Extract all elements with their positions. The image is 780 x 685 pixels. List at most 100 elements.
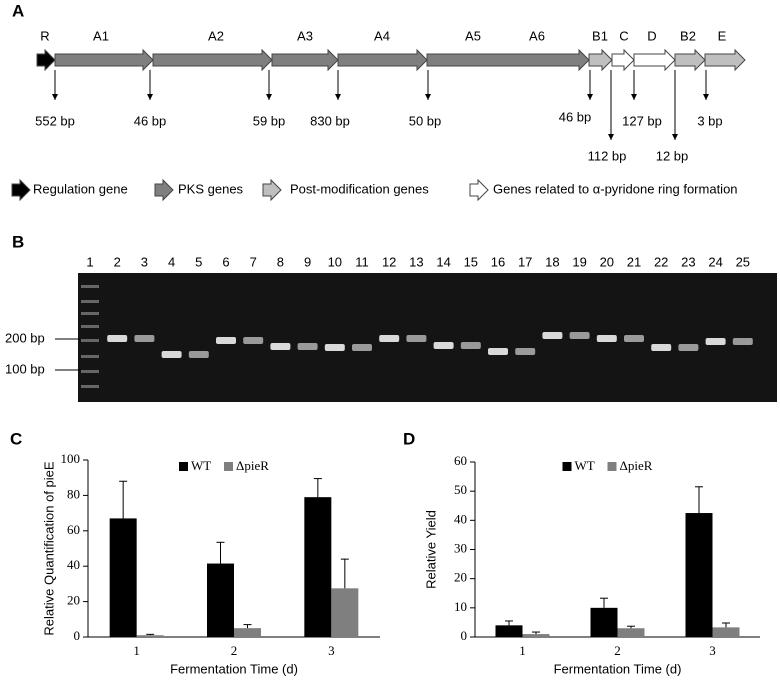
lane-label: 10 <box>328 254 342 269</box>
gel-band <box>732 338 753 345</box>
legend-label: ΔpieR <box>236 458 269 473</box>
ladder-band <box>81 312 99 315</box>
gene-label: A4 <box>374 28 390 43</box>
lane-label: 13 <box>409 254 423 269</box>
gene-label: A3 <box>297 28 313 43</box>
y-tick-label: 40 <box>67 557 80 572</box>
bar <box>495 625 523 637</box>
bar <box>136 635 164 637</box>
legend-arrow <box>262 178 282 202</box>
intergenic-label: 552 bp <box>35 113 75 128</box>
lane-label: 19 <box>572 254 586 269</box>
intergenic-label: 830 bp <box>310 113 350 128</box>
pointer-head <box>587 94 593 100</box>
y-tick-label: 50 <box>454 482 467 497</box>
ladder-band <box>81 325 99 328</box>
bar <box>331 588 359 637</box>
lane-label: 25 <box>736 254 750 269</box>
intergenic-label: 112 bp <box>588 148 627 163</box>
legend-label: PKS genes <box>178 181 244 196</box>
x-axis-label: Fermentation Time (d) <box>170 661 298 676</box>
lane-label: 4 <box>168 254 175 269</box>
gel-band <box>270 343 291 350</box>
legend-label: WT <box>191 458 211 473</box>
gene-label: A6 <box>529 28 545 43</box>
intergenic-label: 46 bp <box>559 109 592 124</box>
legend-label: Regulation gene <box>33 181 128 196</box>
y-axis-label: Relative Yield <box>423 510 438 589</box>
bar <box>522 634 550 637</box>
bar <box>685 513 713 637</box>
y-tick-label: 30 <box>454 540 467 555</box>
ladder-band <box>81 300 99 303</box>
intergenic-label: 59 bp <box>253 113 286 128</box>
intergenic-label: 12 bp <box>656 148 689 163</box>
bar <box>207 563 234 637</box>
gel-band <box>678 344 699 351</box>
panel-label: C <box>10 429 22 448</box>
gel-band <box>216 337 236 344</box>
x-tick-label: 1 <box>133 643 140 658</box>
panel-label: D <box>403 429 415 448</box>
lane-label: 15 <box>464 254 478 269</box>
gene-label: A5 <box>465 28 481 43</box>
y-tick-label: 60 <box>454 453 467 468</box>
pointer-head <box>672 134 678 140</box>
pointer-head <box>266 94 272 100</box>
y-tick-label: 20 <box>67 593 80 608</box>
gene-label: C <box>619 28 628 43</box>
y-tick-label: 20 <box>454 570 467 585</box>
ladder-band <box>81 370 99 373</box>
legend-arrow <box>469 178 489 202</box>
ladder-band <box>81 285 99 288</box>
legend-label: ΔpieR <box>620 458 653 473</box>
legend-label: WT <box>575 458 595 473</box>
gene-label: E <box>718 28 727 43</box>
lane-label: 12 <box>382 254 396 269</box>
gel-band <box>243 337 264 344</box>
gel-band <box>651 344 672 351</box>
pointer-head <box>703 94 709 100</box>
lane-label: 14 <box>436 254 450 269</box>
gel-band <box>515 348 536 355</box>
legend-label: Post-modification genes <box>290 181 429 196</box>
pointer-head <box>425 94 431 100</box>
y-tick-label: 100 <box>61 451 81 466</box>
gel-band <box>324 344 345 351</box>
pointer-head <box>335 94 341 100</box>
x-tick-label: 2 <box>231 643 238 658</box>
y-tick-label: 0 <box>461 628 468 643</box>
pointer-head <box>52 94 58 100</box>
legend-swatch <box>607 462 617 471</box>
legend-label: Genes related to α-pyridone ring formati… <box>493 181 738 196</box>
y-tick-label: 40 <box>454 511 467 526</box>
intergenic-label: 127 bp <box>622 113 662 128</box>
lane-label: 20 <box>600 254 614 269</box>
gel-band <box>569 332 590 339</box>
panel-label: B <box>12 232 24 251</box>
lane-label: 6 <box>222 254 229 269</box>
lane-label: 16 <box>491 254 505 269</box>
bar <box>234 628 261 637</box>
marker-label: 200 bp <box>5 330 45 345</box>
gel-band <box>379 335 400 342</box>
legend-swatch <box>179 462 188 471</box>
gel-band <box>433 342 454 349</box>
x-tick-label: 2 <box>614 643 621 658</box>
intergenic-label: 3 bp <box>697 113 722 128</box>
x-axis-label: Fermentation Time (d) <box>554 661 682 676</box>
lane-label: 3 <box>141 254 148 269</box>
gene-arrow <box>674 48 706 72</box>
x-tick-label: 3 <box>328 643 335 658</box>
lane-label: 1 <box>86 254 93 269</box>
lane-label: 18 <box>545 254 559 269</box>
y-tick-label: 0 <box>74 628 81 643</box>
legend-swatch <box>224 462 233 471</box>
lane-label: 7 <box>250 254 257 269</box>
lane-label: 24 <box>708 254 722 269</box>
gene-arrow <box>426 48 590 72</box>
gel-band <box>705 338 726 345</box>
legend-arrow <box>11 178 31 202</box>
gene-arrow <box>54 48 154 72</box>
